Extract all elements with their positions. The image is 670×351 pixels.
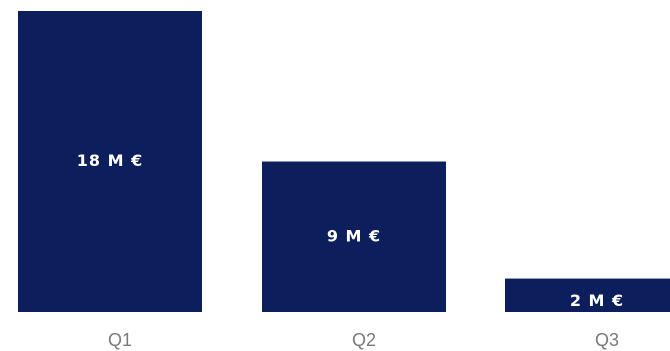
bars-group — [18, 11, 670, 312]
bar-q3 — [505, 278, 670, 312]
bar-q1 — [18, 11, 202, 312]
x-tick-label-q2: Q2 — [352, 330, 376, 350]
data-label-q3: 2 M € — [570, 291, 624, 310]
bar-q2 — [262, 161, 446, 312]
x-tick-label-q3: Q3 — [595, 330, 619, 350]
data-label-q2: 9 M € — [327, 226, 381, 245]
x-tick-label-q1: Q1 — [108, 330, 132, 350]
data-labels-group: 18 M € 9 M € 2 M € — [77, 151, 624, 310]
x-tick-labels-group: Q1 Q2 Q3 — [108, 330, 619, 350]
data-label-q1: 18 M € — [77, 151, 143, 170]
